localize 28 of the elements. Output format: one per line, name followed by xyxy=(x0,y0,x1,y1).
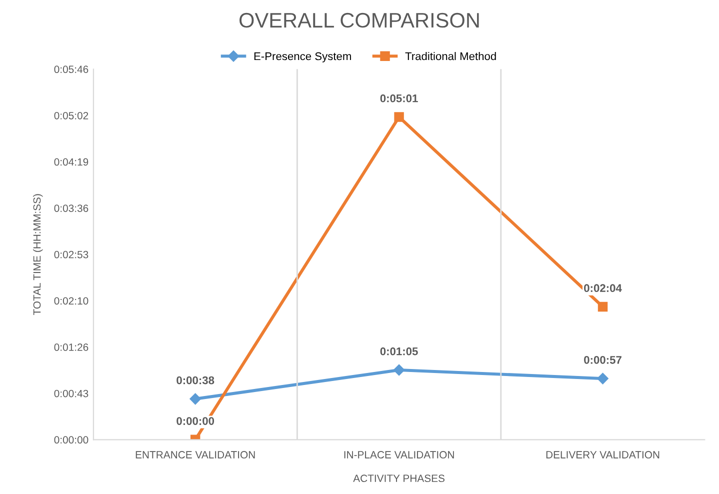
point xyxy=(598,302,608,312)
x-tick-label: IN-PLACE VALIDATION xyxy=(344,451,454,458)
point xyxy=(394,112,404,122)
y-tick-label: 0:02:10 xyxy=(54,297,88,305)
x-tick-label: ENTRANCE VALIDATION xyxy=(136,451,255,458)
y-axis-title: TOTAL TIME (HH:MM:SS) xyxy=(33,194,43,316)
data-label: 0:00:00 xyxy=(176,417,214,425)
y-tick-label: 0:02:53 xyxy=(54,250,88,258)
data-label: 0:00:38 xyxy=(176,376,214,384)
data-label: 0:01:05 xyxy=(380,347,418,356)
data-label: 0:00:57 xyxy=(584,356,622,364)
x-tick-label: DELIVERY VALIDATION xyxy=(546,451,660,458)
y-tick-label: 0:05:46 xyxy=(54,66,88,74)
y-tick-label: 0:01:26 xyxy=(54,344,88,351)
legend-label: Traditional Method xyxy=(405,52,496,60)
legend-label: E-Presence System xyxy=(254,52,351,62)
y-tick-label: 0:03:36 xyxy=(54,204,88,212)
data-label: 0:05:01 xyxy=(380,94,418,102)
point xyxy=(393,364,405,376)
y-tick-label: 0:05:02 xyxy=(54,112,88,120)
x-axis-title: ACTIVITY PHASES xyxy=(353,474,444,482)
point xyxy=(190,393,201,405)
data-label: 0:02:04 xyxy=(584,284,622,292)
y-tick-label: 0:00:43 xyxy=(54,390,88,398)
chart-title: OVERALL COMPARISON xyxy=(240,12,479,28)
point xyxy=(597,372,608,384)
y-tick-label: 0:00:00 xyxy=(54,436,88,444)
y-tick-label: 0:04:19 xyxy=(54,158,88,166)
